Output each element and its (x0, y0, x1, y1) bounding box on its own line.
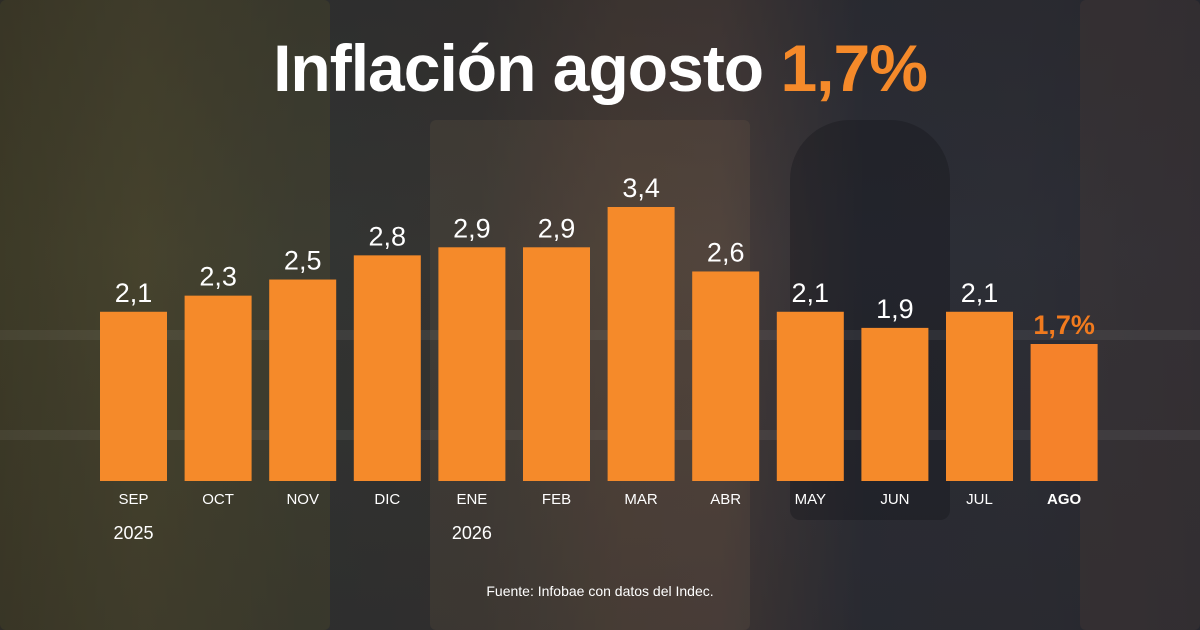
x-tick-label-dic: DIC (374, 491, 400, 508)
value-label-sep: 2,1 (115, 278, 153, 308)
source-note: Fuente: Infobae con datos del Indec. (486, 583, 714, 599)
x-tick-label-feb: FEB (542, 491, 571, 508)
value-label-dic: 2,8 (369, 221, 407, 251)
value-label-mar: 3,4 (622, 173, 660, 203)
background-shelf-line (0, 330, 1200, 340)
x-tick-label-oct: OCT (202, 491, 234, 508)
bar-mar (607, 207, 675, 481)
bar-nov (269, 279, 337, 481)
x-tick-label-jul: JUL (966, 491, 993, 508)
value-label-feb: 2,9 (538, 213, 576, 243)
bar-oct (184, 295, 252, 481)
background-shelf-line (0, 430, 1200, 440)
chart-title-main: Inflación agosto (273, 31, 764, 105)
value-label-ene: 2,9 (453, 213, 491, 243)
value-label-ago: 1,7% (1033, 310, 1095, 340)
bar-sep (100, 311, 167, 481)
background-shelf-right (1080, 0, 1200, 630)
x-tick-label-abr: ABR (710, 491, 741, 508)
x-tick-label-ene: ENE (456, 491, 487, 508)
x-tick-label-may: MAY (795, 491, 826, 508)
x-tick-label-jun: JUN (880, 491, 909, 508)
value-label-oct: 2,3 (199, 262, 237, 292)
value-label-abr: 2,6 (707, 237, 745, 267)
bar-jul (946, 311, 1013, 481)
year-label-2025: 2025 (113, 523, 153, 543)
x-tick-label-nov: NOV (286, 491, 319, 508)
value-label-may: 2,1 (792, 278, 830, 308)
value-label-jun: 1,9 (876, 294, 914, 324)
x-tick-label-sep: SEP (118, 491, 148, 508)
bar-dic (353, 255, 421, 481)
chart-title-highlight: 1,7% (780, 31, 927, 105)
x-tick-label-mar: MAR (624, 491, 658, 508)
bar-ene (438, 247, 506, 481)
chart-title: Inflación agosto 1,7% (0, 30, 1200, 106)
bar-ago (1030, 344, 1098, 481)
value-label-nov: 2,5 (284, 246, 322, 276)
value-label-jul: 2,1 (961, 278, 999, 308)
bar-may (776, 311, 844, 481)
bar-abr (692, 271, 760, 481)
bar-jun (861, 327, 929, 481)
bar-feb (523, 247, 590, 481)
year-label-2026: 2026 (452, 523, 492, 543)
x-tick-label-ago: AGO (1047, 491, 1082, 508)
